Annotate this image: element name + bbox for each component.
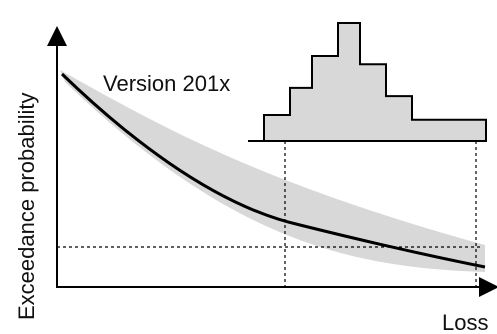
- uncertainty-band: [60, 70, 485, 272]
- x-axis-label: Loss: [442, 310, 488, 334]
- histogram-steps: [263, 22, 487, 142]
- version-label: Version 201x: [103, 71, 230, 96]
- y-axis-label: Exceedance probability: [14, 93, 39, 320]
- exceedance-curve: [60, 72, 486, 269]
- loss-histogram: [263, 22, 487, 142]
